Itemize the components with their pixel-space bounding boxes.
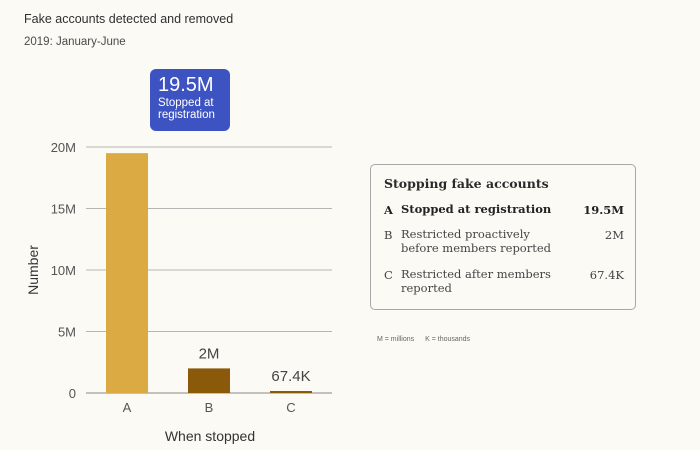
legend-key: C (384, 268, 393, 282)
units-thousands: K = thousands (425, 336, 471, 343)
legend-label-line1: Restricted proactively (401, 227, 530, 241)
legend-value: 2M (604, 228, 624, 242)
chart-subtitle: 2019: January-June (24, 36, 126, 48)
x-tick-label: C (286, 400, 295, 415)
y-tick-label: 0 (69, 386, 76, 401)
legend-label: Restricted after members reported (401, 267, 561, 295)
legend-label-line1: Restricted after members (401, 267, 551, 281)
chart-title: Fake accounts detected and removed (24, 12, 234, 26)
legend-panel: Stopping fake accounts A Stopped at regi… (370, 164, 636, 310)
legend-label: Restricted proactively before members re… (401, 227, 561, 255)
y-tick-label: 15M (51, 202, 76, 217)
legend-label-line2: reported (401, 280, 452, 295)
callout-value: 19.5M (158, 74, 214, 96)
units-millions: M = millions (377, 336, 415, 343)
y-tick-label: 10M (51, 263, 76, 278)
legend-key: A (384, 203, 393, 217)
legend-title: Stopping fake accounts (384, 176, 549, 191)
bar-a (106, 153, 148, 393)
legend-label: Stopped at registration (401, 202, 561, 217)
x-tick-label: A (123, 400, 132, 415)
units-note: M = millions K = thousands (377, 336, 479, 343)
y-axis-label: Number (25, 245, 41, 295)
legend-value: 67.4K (589, 268, 624, 282)
bar-b (188, 368, 230, 393)
legend-key: B (384, 228, 393, 242)
legend-label-line1: Stopped at registration (401, 202, 552, 216)
bar-c (270, 391, 312, 393)
x-tick-label: B (205, 400, 214, 415)
callout-label-line1: Stopped at (158, 97, 214, 109)
legend-value: 19.5M (583, 203, 624, 217)
x-axis-label: When stopped (165, 428, 255, 444)
data-label: 2M (199, 345, 220, 362)
highlight-callout: 19.5M Stopped at registration (150, 69, 230, 131)
y-tick-label: 5M (58, 325, 76, 340)
legend-label-line2: before members reported (401, 240, 552, 255)
callout-label-line2: registration (158, 109, 215, 121)
data-label: 67.4K (271, 368, 310, 385)
y-tick-label: 20M (51, 140, 76, 155)
